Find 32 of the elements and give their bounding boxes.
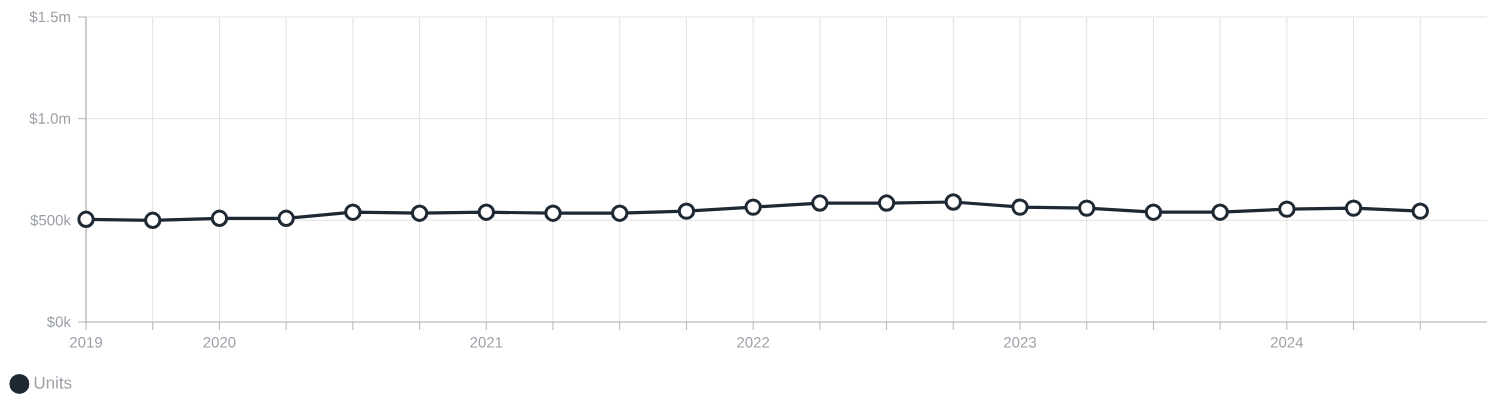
point xyxy=(1278,200,1296,218)
point xyxy=(1011,198,1029,216)
point xyxy=(1344,199,1363,217)
point xyxy=(611,204,629,222)
point xyxy=(944,193,962,211)
y-tick-label: $0k xyxy=(46,315,71,329)
y-tick-label: $1.0m xyxy=(29,112,70,125)
point xyxy=(344,203,362,221)
point xyxy=(410,204,429,222)
point xyxy=(1211,203,1229,221)
y-tick-label: $500k xyxy=(30,214,71,227)
point xyxy=(811,194,829,212)
point xyxy=(77,210,95,228)
point xyxy=(477,203,495,221)
x-tick-label: 2019 xyxy=(70,337,102,348)
point xyxy=(544,204,562,222)
point xyxy=(677,202,696,220)
point xyxy=(144,211,162,230)
x-tick-label: 2024 xyxy=(1270,337,1304,348)
point xyxy=(1078,199,1096,217)
point xyxy=(1411,202,1429,220)
x-tick-label: 2020 xyxy=(203,337,236,348)
y-tick-label: $1.5m xyxy=(29,10,70,24)
point xyxy=(877,194,896,212)
point xyxy=(210,209,229,227)
point xyxy=(1144,203,1163,221)
x-tick-label: 2023 xyxy=(1004,337,1037,348)
legend-label: Units xyxy=(34,376,72,389)
point xyxy=(277,209,295,227)
point xyxy=(744,198,762,216)
x-tick-label: 2021 xyxy=(470,337,503,348)
x-tick-label: 2022 xyxy=(737,337,770,348)
